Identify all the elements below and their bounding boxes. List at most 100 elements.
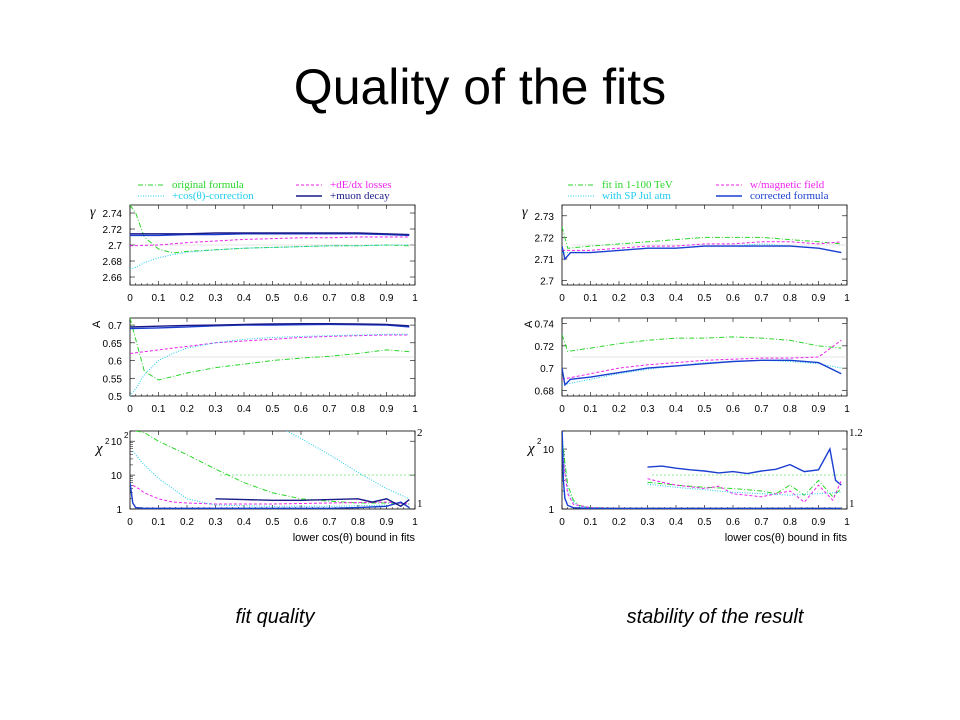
series-group	[130, 318, 410, 396]
y-tick-label: 10	[543, 445, 555, 456]
x-tick-label: 0	[127, 517, 133, 528]
caption-stability: stability of the result	[626, 606, 804, 628]
legend-entry: +muon decay	[330, 190, 390, 202]
x-tick-label: 0.4	[237, 517, 251, 528]
x-tick-label: 0.6	[294, 293, 308, 304]
y-tick-label: 0.7	[540, 364, 554, 375]
x-tick-label: 0.2	[180, 404, 194, 415]
series-line	[135, 431, 410, 505]
y-tick-label: 1	[548, 505, 554, 516]
x-tick-label: 0.4	[669, 293, 683, 304]
x-tick-label: 1	[412, 517, 418, 528]
subplot-2: 0 0.1 0.2 0.3 0.4 0.5 0.6 0.7 0.8 0.9 1 0.74 0.72 0.7…	[523, 317, 850, 415]
x-tick-label: 0.1	[584, 293, 598, 304]
legend-entry: +cos(θ)-correction	[172, 190, 254, 202]
x-tick-label: 0.3	[209, 404, 223, 415]
y-tick-label: 0.74	[535, 320, 555, 331]
y-tick-exponent: 2	[124, 431, 129, 440]
y-tick-label: 2.7	[540, 277, 554, 288]
series-line	[562, 226, 842, 249]
series-line	[647, 446, 842, 486]
right-axis-label-bottom: 1	[417, 498, 423, 510]
x-tick-label: 0.6	[294, 517, 308, 528]
x-tick-label: 1	[844, 293, 850, 304]
x-tick-label: 0.4	[669, 517, 683, 528]
x-tick-label: 0.4	[237, 293, 251, 304]
y-axis-label: χ	[94, 441, 103, 457]
y-tick-label: 2.74	[103, 209, 123, 220]
series-line	[130, 236, 410, 247]
right-axis-label-bottom: 1	[849, 498, 855, 510]
x-tick-label: 0.6	[726, 517, 740, 528]
series-group	[562, 431, 842, 509]
series-line	[562, 438, 842, 509]
legend-entry: with SP Jul atm	[602, 190, 671, 202]
x-tick-label: 0	[127, 404, 133, 415]
series-line	[130, 482, 410, 509]
plot-frame	[561, 430, 848, 510]
y-axis-label: γ	[522, 205, 528, 220]
legend-entry: w/magnetic field	[750, 179, 825, 191]
x-tick-label: 0	[559, 404, 565, 415]
series-line	[562, 241, 842, 251]
x-tick-label: 0.6	[726, 293, 740, 304]
series-line	[562, 359, 842, 386]
x-tick-label: 0.9	[812, 293, 826, 304]
x-tick-label: 0.6	[294, 404, 308, 415]
x-tick-label: 0.3	[641, 517, 655, 528]
x-tick-label: 1	[844, 404, 850, 415]
x-tick-label: 0.9	[812, 517, 826, 528]
series-line	[647, 483, 842, 496]
y-tick-label: 0.55	[103, 374, 123, 385]
legend-entry: corrected formula	[750, 190, 829, 202]
x-tick-label: 0	[559, 293, 565, 304]
x-tick-label: 0.3	[641, 404, 655, 415]
x-tick-label: 0.7	[755, 404, 769, 415]
x-tick-label: 1	[412, 404, 418, 415]
series-group	[562, 334, 842, 387]
x-tick-label: 0.9	[380, 517, 394, 528]
right-axis-label-top: 1.2	[849, 427, 863, 439]
x-tick-label: 0.8	[783, 517, 797, 528]
series-line	[562, 334, 842, 352]
y-tick-label: 0.5	[108, 392, 122, 403]
x-tick-label: 0.5	[698, 404, 712, 415]
x-tick-label: 0.5	[698, 293, 712, 304]
x-tick-label: 0.2	[612, 404, 626, 415]
y-axis-label: γ	[90, 205, 96, 220]
x-tick-label: 0.2	[612, 293, 626, 304]
legend-entry: original formula	[172, 179, 244, 191]
y-tick-label: 2.72	[535, 233, 555, 244]
series-line	[130, 232, 410, 236]
x-tick-label: 0.7	[323, 293, 337, 304]
y-tick-label: 2.72	[103, 225, 123, 236]
series-line	[286, 431, 410, 500]
x-tick-label: 0.5	[266, 293, 280, 304]
y-axis-label: A	[91, 320, 103, 328]
x-tick-label: 0.1	[152, 404, 166, 415]
x-tick-label: 0.2	[180, 293, 194, 304]
y-tick-label: 2.7	[108, 241, 122, 252]
series-line	[130, 323, 410, 328]
x-tick-label: 0.7	[755, 293, 769, 304]
x-tick-label: 0.3	[641, 293, 655, 304]
y-axis-label-exponent: 2	[537, 437, 542, 446]
x-tick-label: 0.2	[612, 517, 626, 528]
x-tick-label: 0.1	[152, 517, 166, 528]
x-axis-label: lower cos(θ) bound in fits	[293, 532, 416, 544]
y-tick-label: 1	[116, 505, 122, 516]
series-group	[562, 226, 842, 261]
x-tick-label: 0.9	[380, 293, 394, 304]
series-line	[132, 484, 410, 505]
y-tick-label: 10	[111, 437, 123, 448]
x-tick-label: 0.9	[380, 404, 394, 415]
subplot-3: 0 0.1 0.2 0.3 0.4 0.5 0.6 0.7 0.8 0.9 1 10 1 χ 2 1.2 1 lo…	[526, 427, 863, 544]
plot-frame	[129, 430, 416, 510]
x-tick-label: 0.7	[323, 404, 337, 415]
legend-entry: fit in 1-100 TeV	[602, 179, 673, 191]
series-group	[130, 431, 410, 509]
x-tick-label: 0.2	[180, 517, 194, 528]
x-tick-label: 0.8	[783, 293, 797, 304]
x-tick-label: 1	[412, 293, 418, 304]
